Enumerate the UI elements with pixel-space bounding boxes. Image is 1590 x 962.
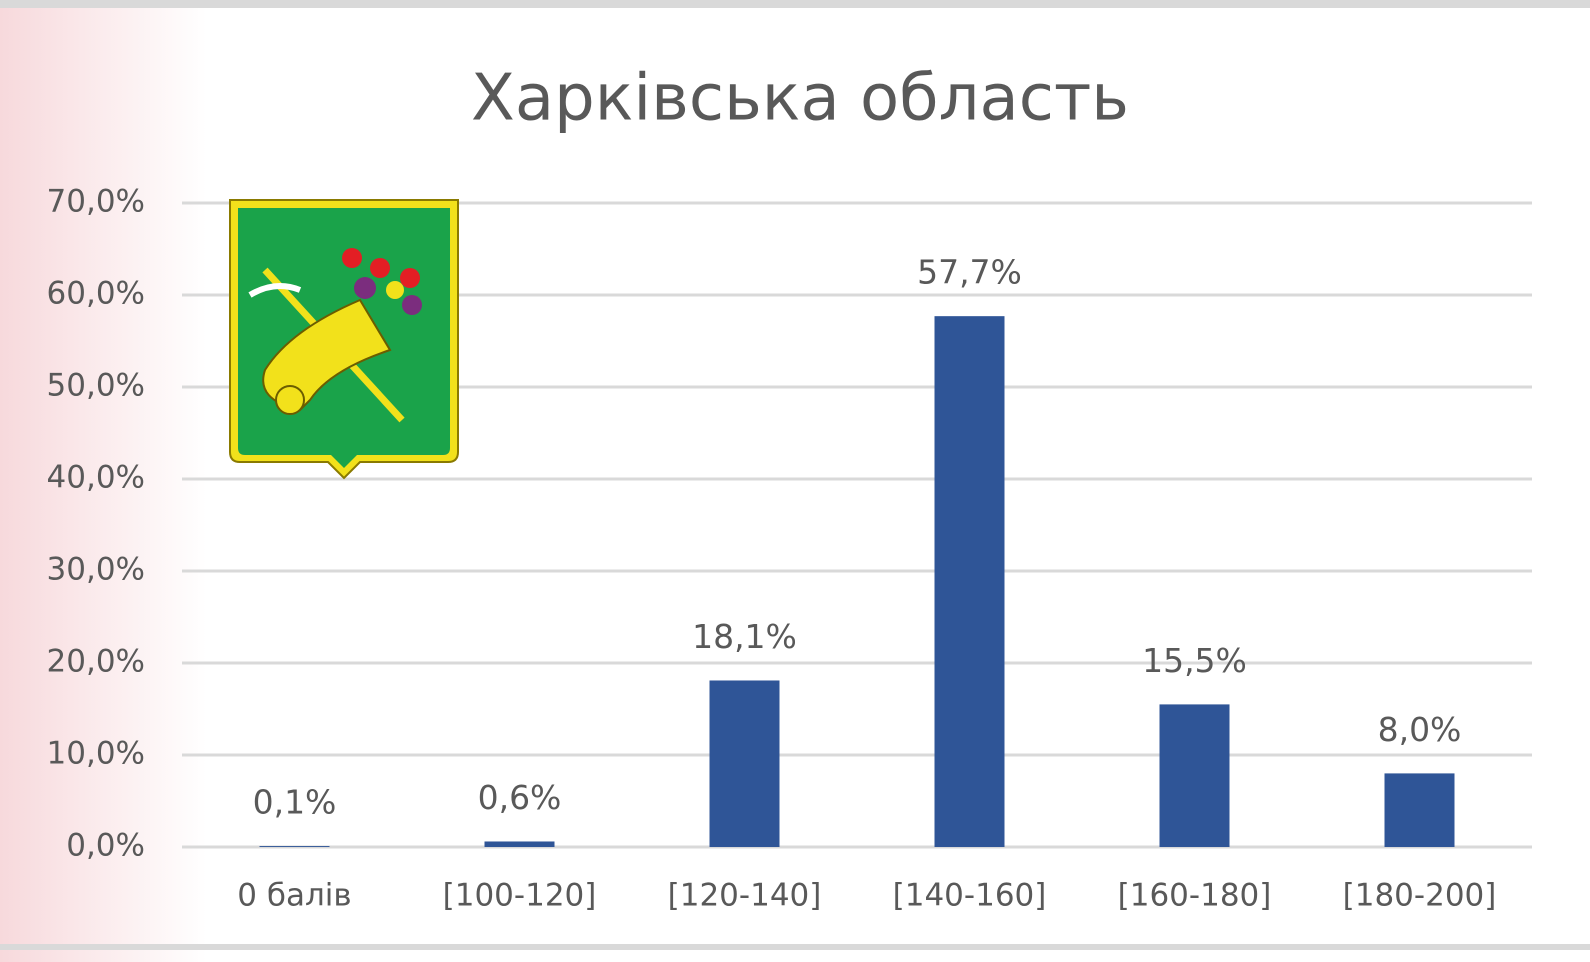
data-label: 0,6% bbox=[478, 778, 562, 817]
x-tick-label: [180-200] bbox=[1343, 878, 1497, 914]
x-tick-label: [140-160] bbox=[893, 878, 1047, 914]
x-tick-label: [100-120] bbox=[443, 878, 597, 914]
y-tick-label: 20,0% bbox=[47, 644, 145, 680]
y-tick-label: 0,0% bbox=[66, 828, 145, 864]
y-tick-label: 40,0% bbox=[47, 460, 145, 496]
x-tick-label: 0 балів bbox=[237, 878, 351, 914]
data-label: 18,1% bbox=[692, 617, 797, 656]
data-label: 0,1% bbox=[253, 783, 337, 822]
data-label: 57,7% bbox=[917, 253, 1022, 292]
data-label: 8,0% bbox=[1378, 710, 1462, 749]
top-border bbox=[0, 0, 1590, 8]
x-tick-label: [120-140] bbox=[668, 878, 822, 914]
data-label: 15,5% bbox=[1142, 641, 1247, 680]
plot-area: 0,0% 10,0% 20,0% 30,0% 40,0% 50,0% 60,0% 70,0% 0… bbox=[47, 184, 1532, 914]
coat-of-arms bbox=[229, 199, 459, 480]
bar bbox=[259, 846, 330, 847]
y-tick-label: 60,0% bbox=[47, 276, 145, 312]
bar bbox=[1159, 704, 1230, 847]
y-tick-label: 10,0% bbox=[47, 736, 145, 772]
x-tick-label: [160-180] bbox=[1118, 878, 1272, 914]
bar bbox=[709, 680, 780, 847]
bar bbox=[1384, 773, 1455, 847]
bar bbox=[484, 841, 555, 847]
bottom-border bbox=[0, 944, 1590, 950]
y-tick-label: 50,0% bbox=[47, 368, 145, 404]
y-tick-label: 30,0% bbox=[47, 552, 145, 588]
bar bbox=[934, 316, 1005, 847]
y-tick-label: 70,0% bbox=[47, 184, 145, 220]
chart-title: Харківська область bbox=[471, 62, 1129, 136]
